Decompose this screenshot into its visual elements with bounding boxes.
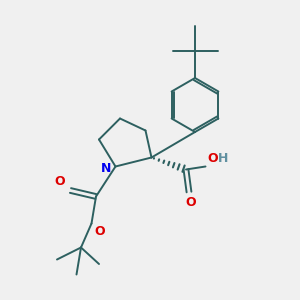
Text: O: O xyxy=(185,196,196,208)
Text: O: O xyxy=(55,175,65,188)
Text: H: H xyxy=(218,152,229,165)
Text: N: N xyxy=(100,162,111,176)
Text: O: O xyxy=(207,152,217,165)
Text: O: O xyxy=(94,225,104,238)
